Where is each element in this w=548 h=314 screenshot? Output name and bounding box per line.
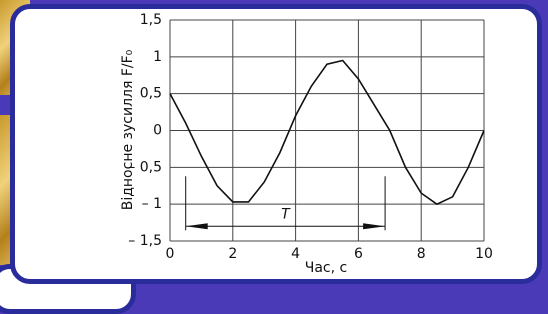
x-axis-label: Час, с xyxy=(305,260,347,276)
x-tick-label: 0 xyxy=(166,246,175,262)
x-tick-label: 4 xyxy=(291,246,300,262)
chart: Час, с Відносне зусилля F/F₀ 1,5 1 0,5 0 – 0… xyxy=(0,0,548,290)
x-tick-label: 2 xyxy=(228,246,237,262)
x-tick-label: 8 xyxy=(417,246,426,262)
arrow-head xyxy=(363,223,385,229)
y-axis-label: Відносне зусилля F/F₀ xyxy=(120,49,136,210)
x-tick-label: 10 xyxy=(475,246,493,262)
arrow-head xyxy=(186,223,208,229)
y-tick-label: 0,5 xyxy=(140,86,162,102)
y-tick-label: – 1 xyxy=(142,196,162,212)
y-tick-label: 1,5 xyxy=(140,12,162,28)
data-line xyxy=(170,61,484,205)
y-tick-label: 0 xyxy=(153,123,162,139)
x-tick-label: 6 xyxy=(354,246,363,262)
screen: Час, с Відносне зусилля F/F₀ 1,5 1 0,5 0 – 0… xyxy=(0,0,548,290)
y-tick-label: – 1,5 xyxy=(128,233,162,249)
annotation: T xyxy=(281,206,291,222)
y-tick-label: – 0,5 xyxy=(128,159,162,175)
y-tick-label: 1 xyxy=(153,49,162,65)
